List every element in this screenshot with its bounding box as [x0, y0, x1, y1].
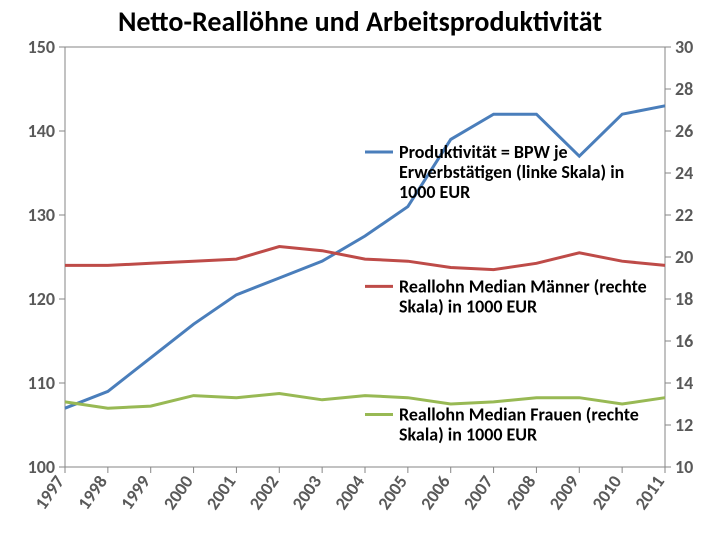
- x-tick-label: 2010: [587, 471, 626, 514]
- legend-label-productivity: 1000 EUR: [399, 181, 470, 203]
- legend-label-wage_men: Skala) in 1000 EUR: [399, 295, 537, 317]
- legend-label-productivity: Erwerbstätigen (linke Skala) in: [399, 161, 624, 183]
- x-tick-label: 2008: [502, 471, 541, 514]
- y-right-tick-label: 18: [675, 288, 693, 310]
- x-tick-label: 2011: [630, 471, 669, 514]
- legend-label-productivity: Produktivität = BPW je: [399, 141, 568, 163]
- y-left-tick-label: 110: [28, 372, 55, 394]
- y-right-tick-label: 14: [675, 372, 693, 394]
- chart-title: Netto-Reallöhne und Arbeitsproduktivität: [0, 4, 720, 39]
- x-tick-label: 1999: [116, 471, 155, 514]
- y-right-tick-label: 10: [675, 456, 693, 478]
- x-tick-label: 2005: [373, 471, 412, 514]
- x-tick-label: 2001: [202, 471, 241, 514]
- y-left-tick-label: 140: [28, 120, 55, 142]
- x-tick-label: 2000: [159, 471, 198, 514]
- x-tick-label: 2007: [459, 471, 498, 514]
- y-left-tick-label: 130: [28, 204, 55, 226]
- chart-container: 1001101201301401501012141618202224262830…: [15, 39, 705, 529]
- y-left-tick-label: 150: [28, 39, 55, 58]
- y-right-tick-label: 26: [675, 120, 693, 142]
- y-right-tick-label: 28: [675, 78, 693, 100]
- y-right-tick-label: 12: [675, 414, 693, 436]
- x-tick-label: 1998: [73, 471, 112, 514]
- y-right-tick-label: 24: [675, 162, 693, 184]
- x-tick-label: 2004: [330, 471, 369, 514]
- x-tick-label: 2003: [287, 471, 326, 514]
- y-right-tick-label: 16: [675, 330, 693, 352]
- x-tick-label: 2006: [416, 471, 455, 514]
- line-chart: 1001101201301401501012141618202224262830…: [15, 39, 705, 529]
- y-right-tick-label: 20: [675, 246, 693, 268]
- x-tick-label: 2002: [244, 471, 283, 514]
- y-right-tick-label: 30: [675, 39, 693, 58]
- x-tick-label: 2009: [544, 471, 583, 514]
- legend-label-wage_men: Reallohn Median Männer (rechte: [399, 275, 647, 297]
- y-right-tick-label: 22: [675, 204, 693, 226]
- y-left-tick-label: 120: [28, 288, 55, 310]
- legend-label-wage_women: Skala) in 1000 EUR: [399, 424, 537, 446]
- legend-label-wage_women: Reallohn Median Frauen (rechte: [399, 404, 639, 426]
